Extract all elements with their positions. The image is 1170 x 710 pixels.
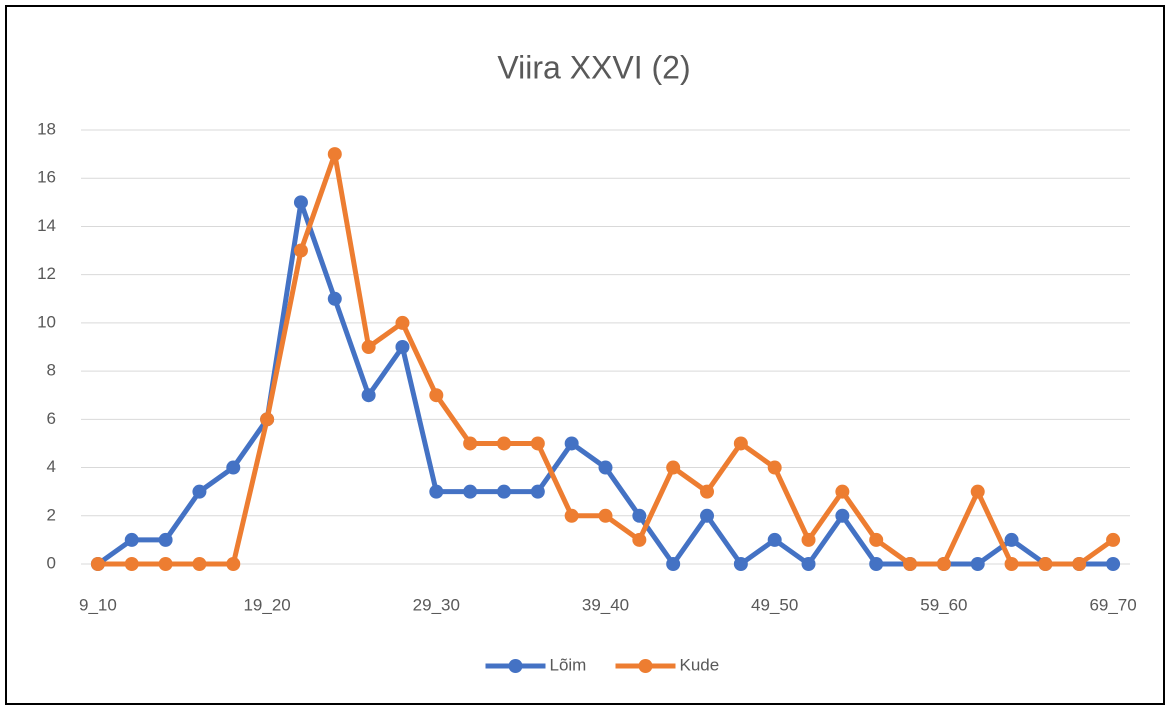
- x-tick-label: 39_40: [582, 595, 629, 614]
- data-point: [361, 388, 376, 403]
- y-tick-label: 0: [47, 553, 56, 572]
- data-point: [158, 557, 173, 571]
- y-tick-label: 12: [37, 264, 56, 283]
- data-point: [1004, 532, 1019, 547]
- data-point: [395, 315, 410, 330]
- x-tick-label: 59_60: [920, 595, 967, 614]
- data-point: [700, 508, 715, 523]
- data-point: [1072, 557, 1087, 571]
- data-point: [598, 508, 613, 523]
- y-tick-label: 18: [37, 119, 56, 138]
- data-point: [1004, 557, 1019, 571]
- y-tick-label: 6: [47, 409, 56, 428]
- y-tick-label: 14: [37, 216, 56, 235]
- data-point: [327, 291, 342, 306]
- data-point: [124, 532, 139, 547]
- data-point: [1106, 557, 1121, 571]
- data-point: [124, 557, 139, 571]
- data-point: [226, 460, 241, 475]
- data-point: [192, 557, 207, 571]
- data-point: [632, 508, 647, 523]
- x-tick-label: 69_70: [1089, 595, 1136, 614]
- data-point: [666, 557, 681, 571]
- data-point: [260, 412, 275, 427]
- data-point: [1038, 557, 1053, 571]
- data-point: [970, 557, 985, 571]
- data-point: [293, 195, 308, 210]
- data-point: [903, 557, 918, 571]
- data-point: [801, 557, 816, 571]
- data-point: [158, 532, 173, 547]
- data-point: [632, 532, 647, 547]
- data-point: [429, 388, 444, 403]
- x-tick-label: 29_30: [413, 595, 460, 614]
- data-point: [598, 460, 613, 475]
- data-point: [700, 484, 715, 499]
- data-point: [530, 484, 545, 499]
- data-point: [226, 557, 241, 571]
- data-point: [564, 508, 579, 523]
- data-point: [936, 557, 951, 571]
- legend-marker: [508, 659, 523, 673]
- data-point: [463, 484, 478, 499]
- data-point: [192, 484, 207, 499]
- y-tick-label: 16: [37, 168, 56, 187]
- data-point: [429, 484, 444, 499]
- x-tick-label: 9_10: [79, 595, 117, 614]
- data-point: [666, 460, 681, 475]
- data-point: [496, 484, 511, 499]
- data-point: [395, 340, 410, 354]
- data-point: [869, 557, 884, 571]
- data-point: [463, 436, 478, 451]
- data-point: [327, 147, 342, 162]
- data-point: [767, 532, 782, 547]
- data-point: [835, 508, 850, 523]
- data-point: [90, 557, 105, 571]
- data-point: [835, 484, 850, 499]
- legend-label: Kude: [680, 655, 720, 674]
- legend-label: Lõim: [550, 655, 587, 674]
- chart-title: Viira XXVI (2): [497, 49, 690, 85]
- data-point: [1106, 532, 1121, 547]
- x-tick-label: 49_50: [751, 595, 798, 614]
- chart-frame: [5, 5, 1165, 705]
- data-point: [767, 460, 782, 475]
- data-point: [801, 532, 816, 547]
- legend-marker: [638, 659, 653, 673]
- data-point: [530, 436, 545, 451]
- data-point: [293, 243, 308, 258]
- x-tick-label: 19_20: [243, 595, 290, 614]
- data-point: [869, 532, 884, 547]
- data-point: [733, 557, 748, 571]
- data-point: [564, 436, 579, 451]
- y-tick-label: 4: [47, 457, 56, 476]
- y-tick-label: 10: [37, 312, 56, 331]
- data-point: [361, 340, 376, 354]
- y-tick-label: 2: [47, 505, 56, 524]
- data-point: [970, 484, 985, 499]
- y-tick-label: 8: [47, 361, 56, 380]
- data-point: [733, 436, 748, 451]
- data-point: [496, 436, 511, 451]
